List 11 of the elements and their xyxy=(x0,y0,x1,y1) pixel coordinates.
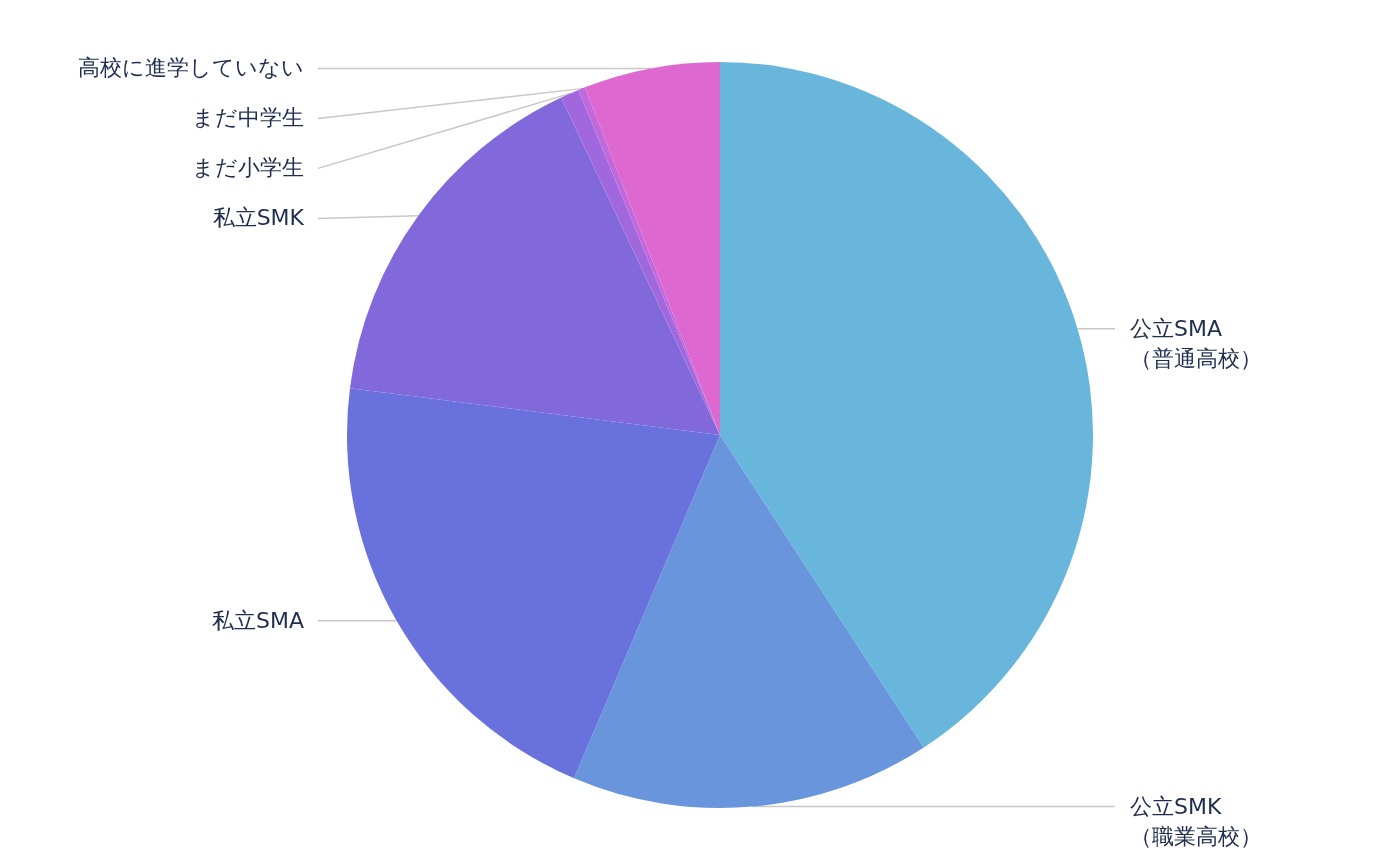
pie-slice xyxy=(720,62,1093,748)
slice-label: 私立SMK xyxy=(212,205,305,231)
slice-label: 私立SMA xyxy=(212,607,304,633)
slice-label: 公立SMK （職業高校） xyxy=(1130,793,1262,849)
slice-label: まだ中学生 xyxy=(192,105,304,131)
pie-slice xyxy=(574,435,924,808)
slice-label: 公立SMA （普通高校） xyxy=(1130,315,1262,371)
slice-label: 高校に進学していない xyxy=(78,55,304,81)
pie-slice xyxy=(347,388,720,779)
pie-slice xyxy=(349,97,720,435)
slice-label: まだ小学生 xyxy=(192,155,304,181)
